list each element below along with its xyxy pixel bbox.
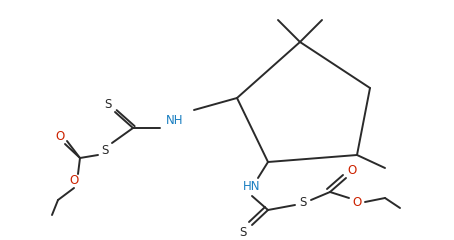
Text: O: O <box>352 196 362 209</box>
Text: S: S <box>239 226 247 239</box>
Text: O: O <box>55 131 64 144</box>
Text: NH: NH <box>166 114 184 126</box>
Text: S: S <box>299 196 307 209</box>
Text: O: O <box>69 174 79 187</box>
Text: HN: HN <box>243 180 261 193</box>
Text: O: O <box>347 163 357 176</box>
Text: S: S <box>104 98 112 112</box>
Text: S: S <box>101 144 109 157</box>
